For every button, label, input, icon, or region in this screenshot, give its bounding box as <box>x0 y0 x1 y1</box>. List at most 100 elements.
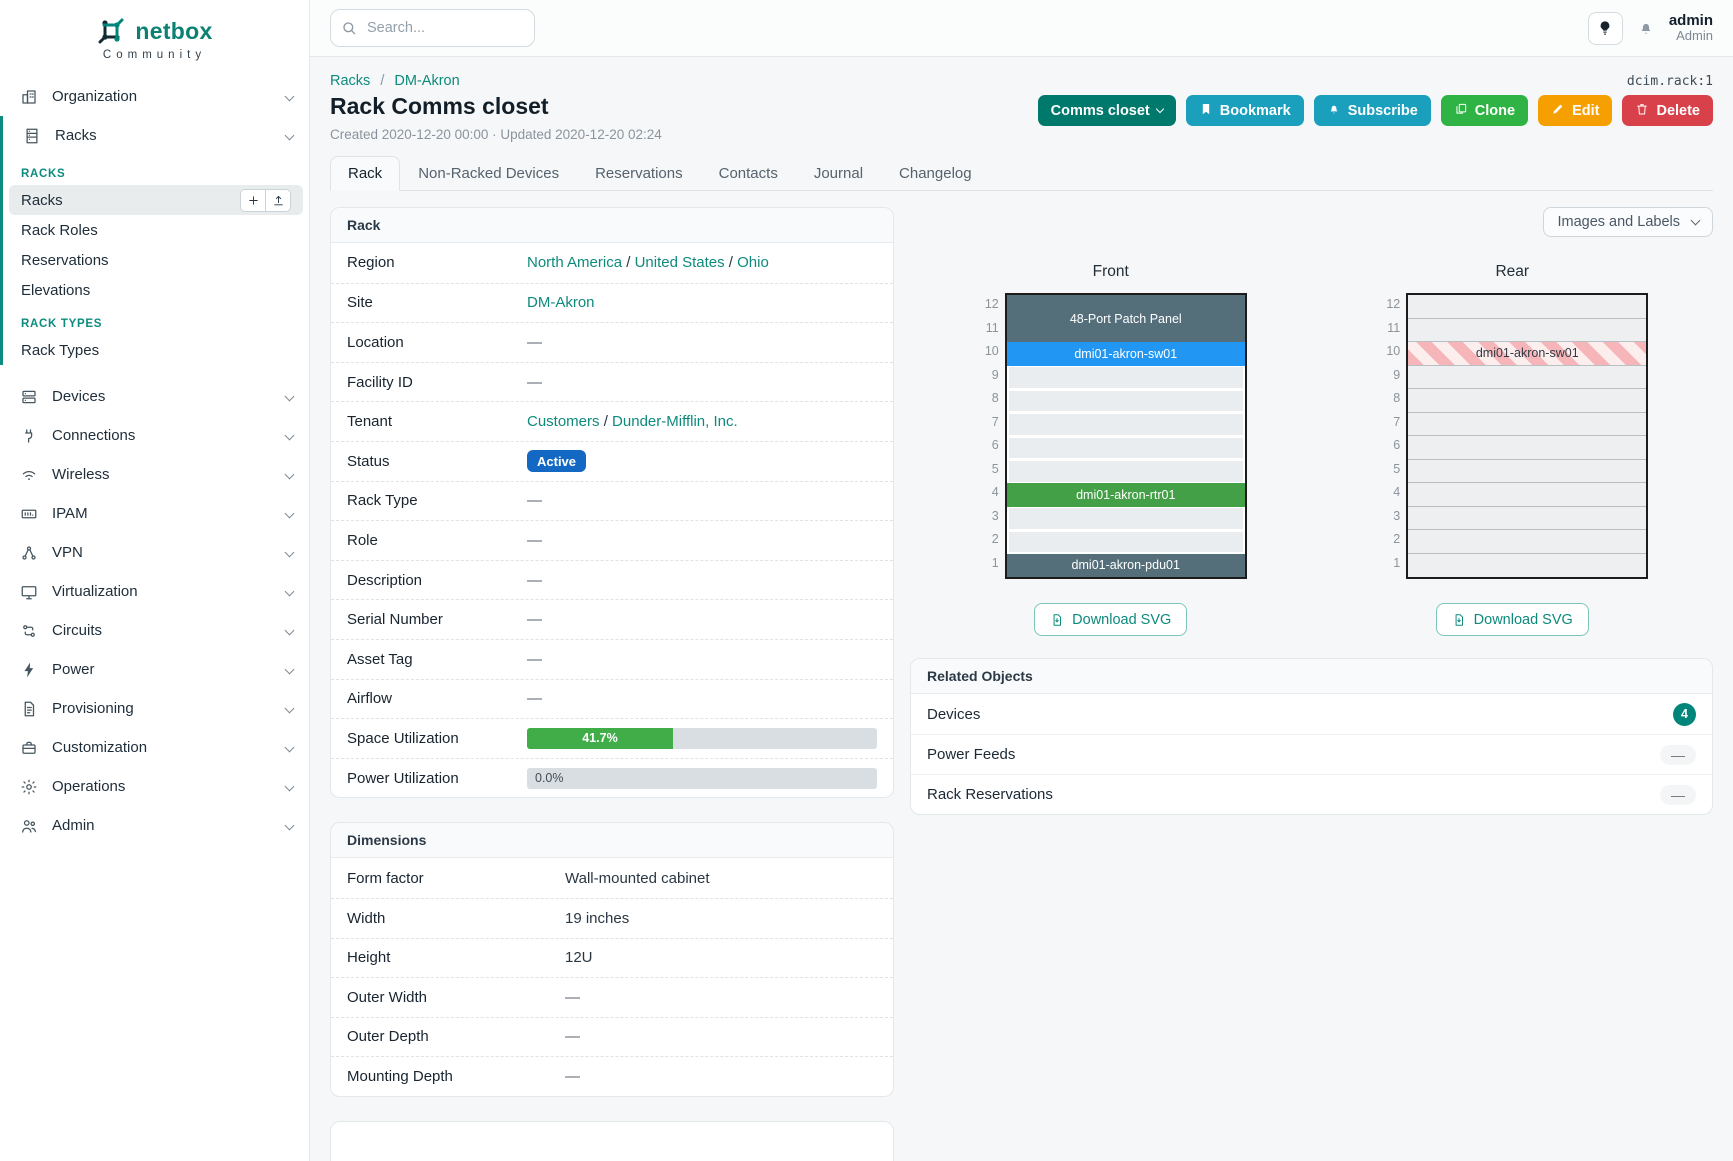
user-menu[interactable]: admin Admin <box>1669 12 1713 44</box>
bookmark-icon <box>1199 102 1213 120</box>
sidebar-item-elevations[interactable]: Elevations <box>3 275 309 305</box>
brand-block[interactable]: netbox Community <box>0 0 309 67</box>
chevron-down-icon <box>284 703 295 714</box>
link-united-states[interactable]: United States <box>634 254 725 272</box>
unit-number: 1 <box>991 555 999 570</box>
unit-number: 2 <box>991 532 999 546</box>
link-ohio[interactable]: Ohio <box>737 254 769 272</box>
rack-unit-device[interactable]: dmi01-akron-pdu01 <box>1006 553 1245 577</box>
comms-closet-button[interactable]: Comms closet <box>1037 95 1176 126</box>
elevation-rear: Rear 12 11 10 9 8 7 6 5 4 3 2 1 dmi01-akron-sw01 Downl… <box>1312 263 1714 636</box>
breadcrumb-separator: / <box>380 73 385 89</box>
rack-unit-device[interactable]: dmi01-akron-sw01 <box>1006 342 1245 366</box>
sidebar-item-power[interactable]: Power <box>0 650 309 689</box>
empty-value-dash: — <box>527 531 542 549</box>
clone-button[interactable]: Clone <box>1440 95 1529 126</box>
tab-contacts[interactable]: Contacts <box>718 165 778 182</box>
attr-value: 41.7% <box>527 727 877 749</box>
unit-number: 2 <box>1393 532 1401 546</box>
link-dunder-mifflin-inc[interactable]: Dunder-Mifflin, Inc. <box>612 413 738 431</box>
import-button[interactable] <box>265 188 291 212</box>
sidebar-item-connections[interactable]: Connections <box>0 416 309 455</box>
tab-changelog[interactable]: Changelog <box>899 165 972 182</box>
unit-number: 9 <box>1393 367 1401 382</box>
dimensions-panel: Dimensions Form factor Wall-mounted cabin… <box>330 822 894 1097</box>
bookmark-button[interactable]: Bookmark <box>1185 95 1304 126</box>
subscribe-button[interactable]: Subscribe <box>1313 95 1431 126</box>
sidebar-item-admin[interactable]: Admin <box>0 806 309 845</box>
related-power-feeds-row[interactable]: Power Feeds — <box>911 734 1712 774</box>
page-content: Racks / DM-Akron dcim.rack:1 Rack Comms … <box>310 57 1733 1161</box>
sidebar-item-reservations[interactable]: Reservations <box>3 245 309 275</box>
edit-button[interactable]: Edit <box>1538 95 1613 126</box>
sidebar-item-rack-roles[interactable]: Rack Roles <box>3 215 309 245</box>
dimension-row: Width 19 inches <box>331 897 893 938</box>
unit-number: 12 <box>984 297 999 311</box>
unit-number: 9 <box>991 367 999 382</box>
link-north-america[interactable]: North America <box>527 254 623 272</box>
sidebar-item-circuits[interactable]: Circuits <box>0 611 309 650</box>
add-button[interactable] <box>240 188 266 212</box>
sidebar-item-vpn[interactable]: VPN <box>0 533 309 572</box>
sidebar-item-operations[interactable]: Operations <box>0 767 309 806</box>
attr-label: Facility ID <box>347 373 413 391</box>
rack-diagram-front: 12 11 10 9 8 7 6 5 4 3 2 1 48-Port Patch Panel dmi01-… <box>975 293 1247 579</box>
search-input[interactable] <box>330 9 535 47</box>
attr-value: — <box>527 374 877 391</box>
sidebar-item-virtualization[interactable]: Virtualization <box>0 572 309 611</box>
sidebar-section-rack-types: RACK TYPES <box>21 318 103 330</box>
unit-number: 7 <box>991 414 999 429</box>
sidebar-item-ipam[interactable]: IPAM <box>0 494 309 533</box>
pencil-icon <box>1551 102 1565 120</box>
sidebar-item-racks[interactable]: Racks <box>9 185 303 215</box>
link-customers[interactable]: Customers <box>527 413 600 431</box>
sidebar-item-label: IPAM <box>52 505 88 522</box>
notifications-bell-icon[interactable] <box>1637 19 1655 37</box>
attr-value: — <box>527 334 877 351</box>
related-devices-row[interactable]: Devices 4 <box>911 694 1712 734</box>
tab-journal[interactable]: Journal <box>813 165 864 182</box>
unit-number: 3 <box>991 508 999 523</box>
download-svg-button-rear[interactable]: Download SVG <box>1435 603 1589 636</box>
theme-toggle-button[interactable] <box>1587 11 1623 45</box>
link-dm-akron[interactable]: DM-Akron <box>527 294 595 312</box>
sidebar-item-label: Virtualization <box>52 583 138 600</box>
attr-value: North America / United States / Ohio <box>527 254 877 271</box>
unit-number: 4 <box>991 485 999 499</box>
sidebar-item-racks[interactable]: Racks <box>3 116 309 155</box>
sidebar-item-wireless[interactable]: Wireless <box>0 455 309 494</box>
rack-unit-empty <box>1408 365 1647 389</box>
dimensions-panel-title: Dimensions <box>331 823 893 859</box>
related-rack-reservations-row[interactable]: Rack Reservations — <box>911 774 1712 814</box>
rack-unit-device[interactable]: 48-Port Patch Panel <box>1006 295 1245 342</box>
elevation-view-select[interactable]: Images and Labels <box>1543 207 1713 237</box>
sidebar-item-label: VPN <box>52 544 83 561</box>
sidebar-item-customization[interactable]: Customization <box>0 728 309 767</box>
tab-rack[interactable]: Rack <box>330 156 401 191</box>
rack-unit-device[interactable]: dmi01-akron-sw01 <box>1408 342 1647 366</box>
attr-label: Power Utilization <box>347 769 459 787</box>
tab-non-racked-devices[interactable]: Non-Racked Devices <box>418 165 560 182</box>
sidebar-item-organization[interactable]: Organization <box>0 77 309 116</box>
sidebar: netbox Community Organization Racks RACKS R… <box>0 0 310 1161</box>
attr-value: — <box>565 1028 580 1046</box>
attr-label: Serial Number <box>347 611 443 629</box>
trash-icon <box>1635 102 1649 120</box>
sidebar-item-label: Devices <box>52 388 106 405</box>
rack-unit-device[interactable]: dmi01-akron-rtr01 <box>1006 483 1245 507</box>
tab-reservations[interactable]: Reservations <box>595 165 683 182</box>
breadcrumb-site[interactable]: DM-Akron <box>394 73 460 89</box>
download-svg-button-front[interactable]: Download SVG <box>1034 603 1188 636</box>
sidebar-item-label: Power <box>52 661 95 678</box>
sidebar-item-rack-types[interactable]: Rack Types <box>3 335 309 365</box>
rack-unit-empty <box>1408 530 1647 554</box>
sidebar-item-devices[interactable]: Devices <box>0 377 309 416</box>
sidebar-item-provisioning[interactable]: Provisioning <box>0 689 309 728</box>
delete-button[interactable]: Delete <box>1622 95 1713 126</box>
breadcrumb-racks[interactable]: Racks <box>330 73 371 89</box>
chevron-down-icon <box>284 430 295 441</box>
power-icon <box>20 660 39 679</box>
object-tabs: Rack Non-Racked Devices Reservations Contac… <box>330 156 1713 191</box>
bell-plus-icon <box>1327 102 1341 120</box>
